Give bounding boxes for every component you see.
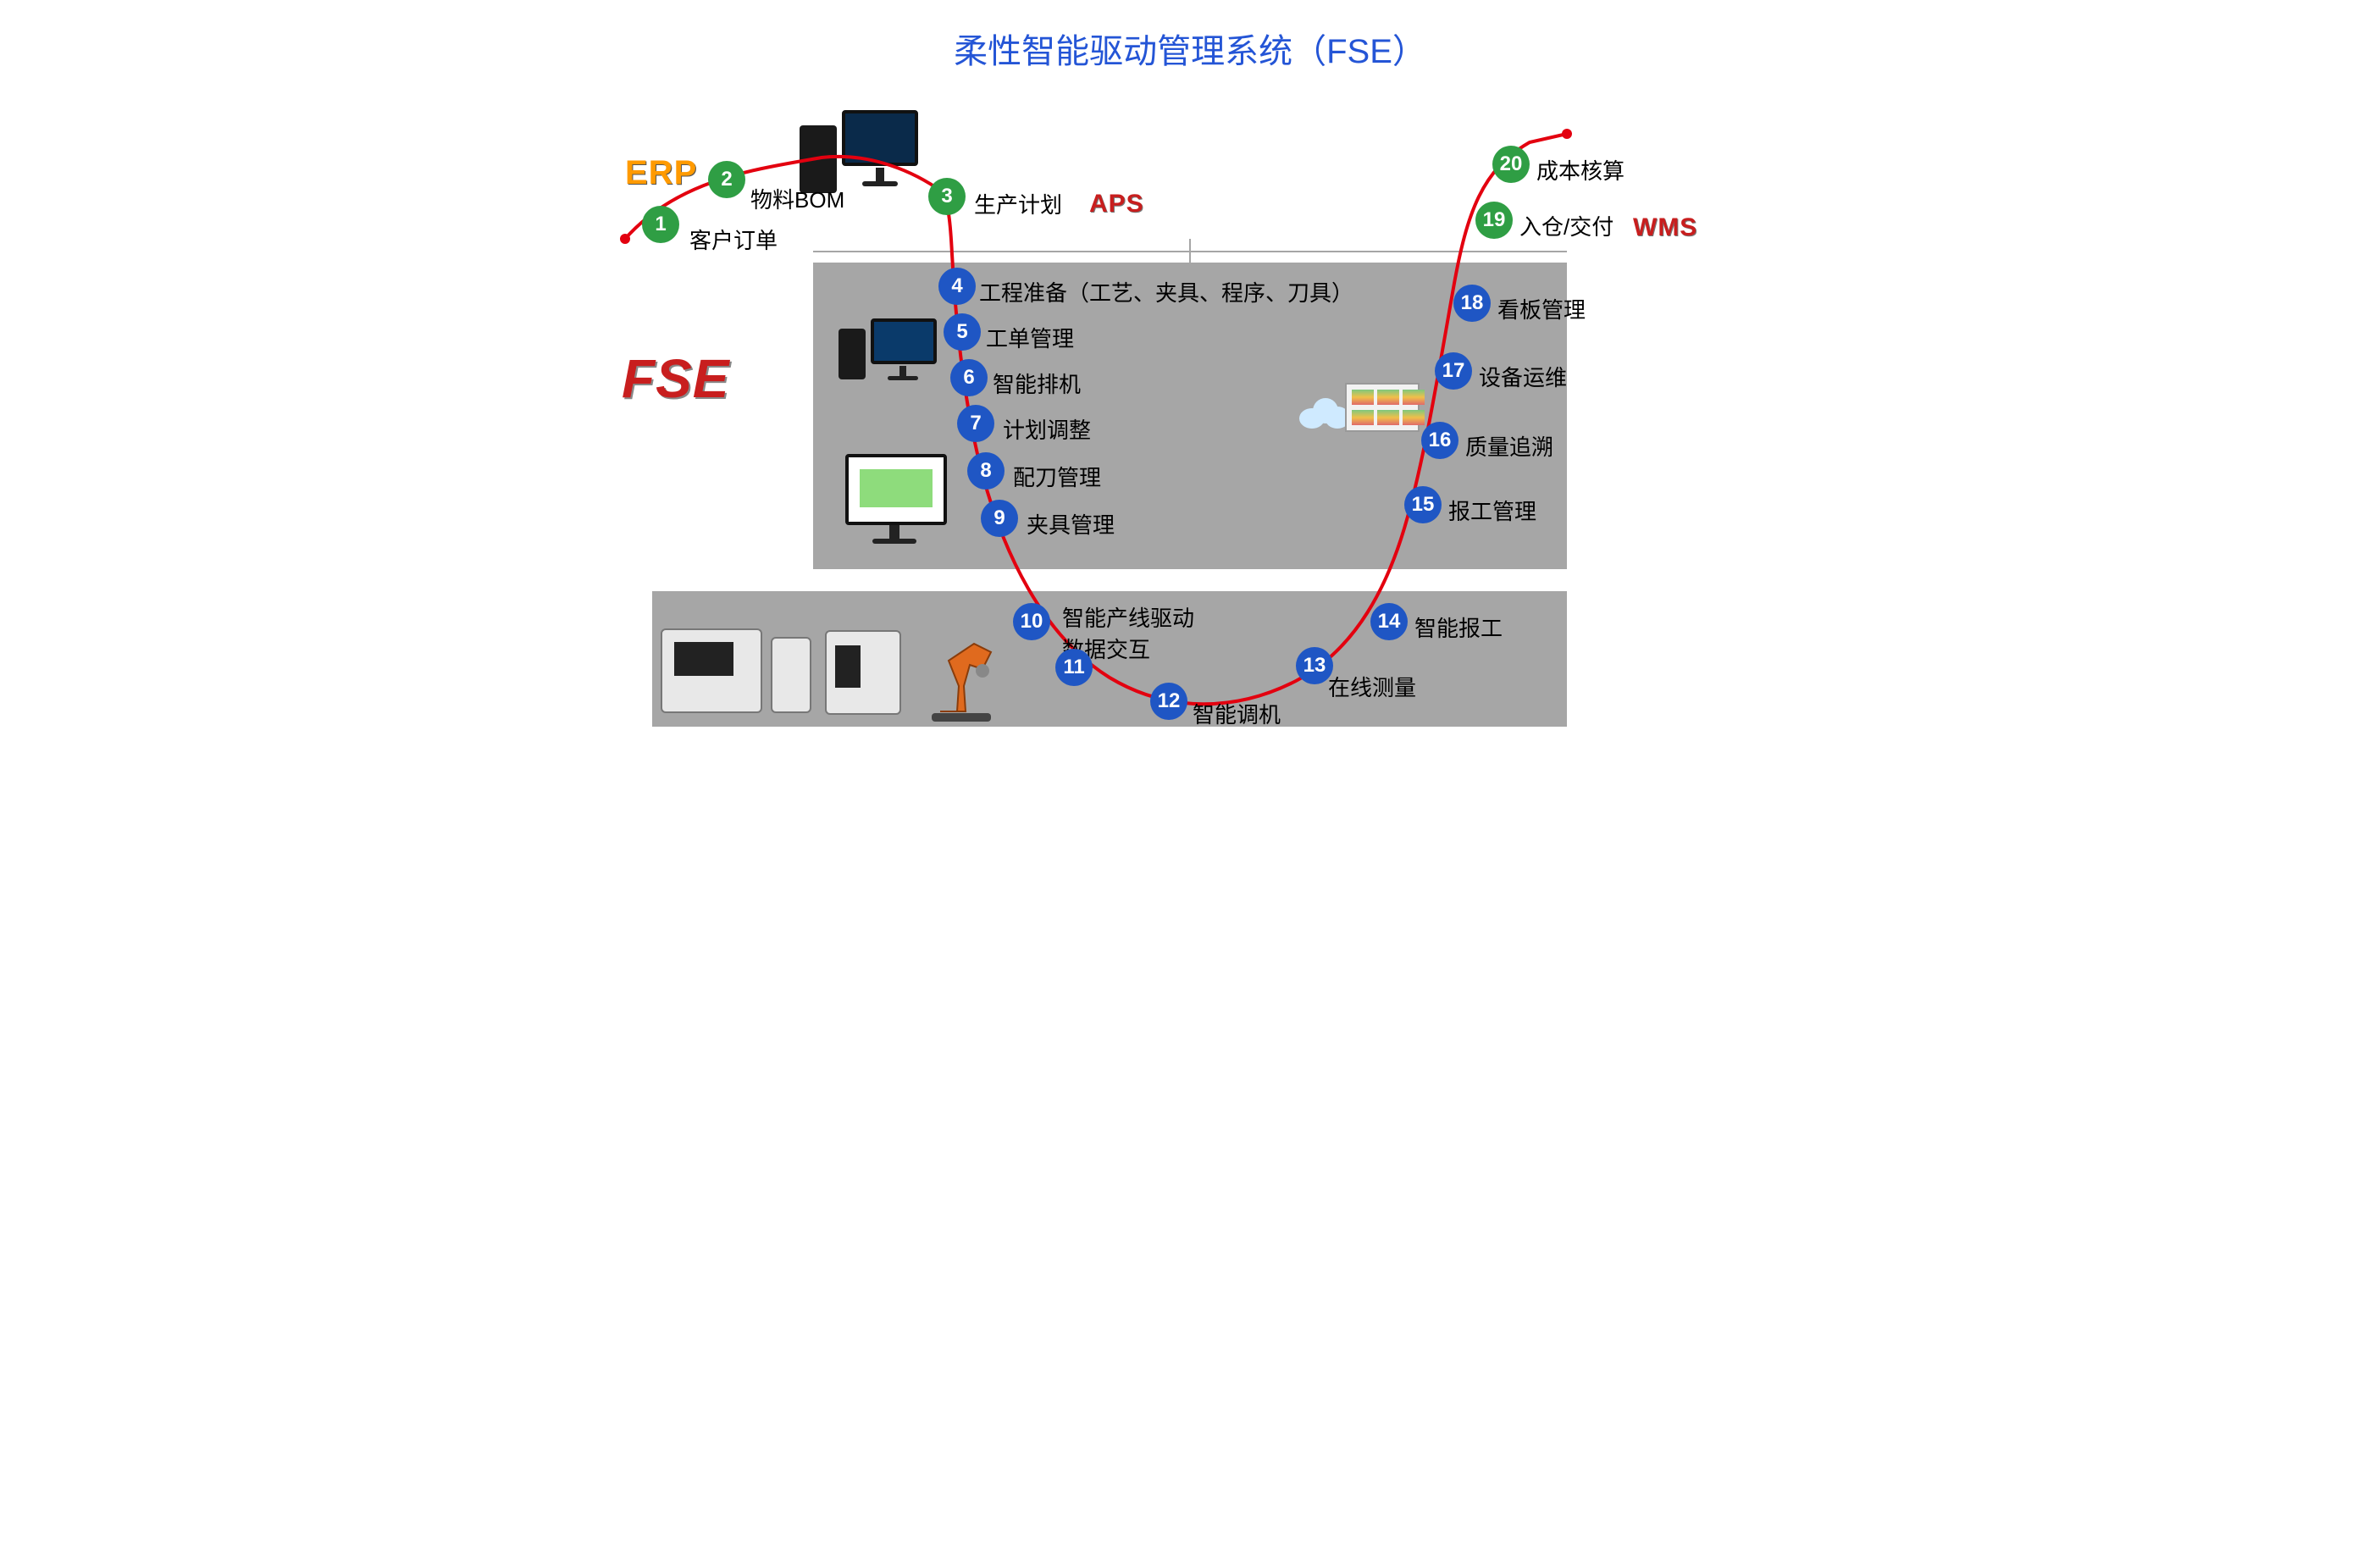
node-20-label: 成本核算 <box>1536 154 1624 185</box>
node-10: 10 <box>1013 603 1050 640</box>
node-7-label: 计划调整 <box>1003 413 1091 445</box>
illus-cad-stand <box>889 525 899 539</box>
node-13-label: 在线测量 <box>1328 671 1416 702</box>
node-15: 15 <box>1404 486 1442 523</box>
node-14: 14 <box>1370 603 1408 640</box>
node-14-label: 智能报工 <box>1414 611 1503 643</box>
node-18: 18 <box>1453 285 1491 322</box>
illus-top-pc-base <box>862 181 898 186</box>
illus-cnc-machine-2 <box>771 637 811 713</box>
node-1-label: 客户订单 <box>689 224 778 255</box>
illus-mid-pc-base <box>888 376 918 380</box>
node-2-label: 物料BOM <box>750 183 844 214</box>
node-15-label: 报工管理 <box>1448 495 1536 526</box>
illus-top-pc-monitor <box>842 110 918 166</box>
illus-robot-arm-icon <box>923 627 1008 720</box>
node-8: 8 <box>967 452 1005 490</box>
illus-cad-monitor <box>845 454 947 525</box>
illus-mid-pc-tower <box>839 329 866 379</box>
node-9-label: 夹具管理 <box>1027 508 1115 540</box>
node-18-label: 看板管理 <box>1497 293 1586 324</box>
illus-cad-base <box>872 539 916 544</box>
erp-label: ERP <box>625 154 697 192</box>
node-1: 1 <box>642 206 679 243</box>
wms-label: WMS <box>1633 213 1697 242</box>
node-17-label: 设备运维 <box>1479 361 1567 392</box>
node-5: 5 <box>944 313 981 351</box>
node-4: 4 <box>938 268 976 305</box>
illus-cloud-icon <box>1299 396 1350 430</box>
node-3: 3 <box>928 178 966 215</box>
node-5-label: 工单管理 <box>986 322 1074 353</box>
illus-cnc-machine-3 <box>825 630 901 715</box>
node-16: 16 <box>1421 422 1458 459</box>
node-9: 9 <box>981 500 1018 537</box>
illus-mid-pc-monitor <box>871 318 937 364</box>
node-19-label: 入仓/交付 <box>1519 210 1613 241</box>
illus-robot-base <box>932 713 991 722</box>
node-12-label: 智能调机 <box>1193 698 1281 729</box>
illus-top-pc-stand <box>876 168 884 181</box>
node-20: 20 <box>1492 146 1530 183</box>
region-sep-v <box>1189 239 1191 264</box>
node-3-label: 生产计划 <box>974 188 1062 219</box>
curve-start-dot <box>620 234 630 244</box>
aps-label: APS <box>1089 190 1144 219</box>
node-8-label: 配刀管理 <box>1013 461 1101 492</box>
node-2: 2 <box>708 161 745 198</box>
node-11: 11 <box>1055 649 1093 686</box>
illus-mid-pc-stand <box>899 366 906 376</box>
fse-label: FSE <box>622 347 729 410</box>
curve-end-dot <box>1562 129 1572 139</box>
diagram-stage: 柔性智能驱动管理系统（FSE） ERP APS WMS FSE <box>584 0 1796 796</box>
node-17: 17 <box>1435 352 1472 390</box>
node-19: 19 <box>1475 202 1513 239</box>
node-4-label: 工程准备（工艺、夹具、程序、刀具） <box>979 276 1353 307</box>
illus-dashboard-icon <box>1345 383 1420 432</box>
node-6-label: 智能排机 <box>993 368 1081 399</box>
illus-cnc-machine-1 <box>661 628 762 713</box>
node-6: 6 <box>950 359 988 396</box>
node-12: 12 <box>1150 683 1187 720</box>
page-title: 柔性智能驱动管理系统（FSE） <box>584 24 1796 73</box>
node-16-label: 质量追溯 <box>1465 430 1553 462</box>
node-7: 7 <box>957 405 994 442</box>
